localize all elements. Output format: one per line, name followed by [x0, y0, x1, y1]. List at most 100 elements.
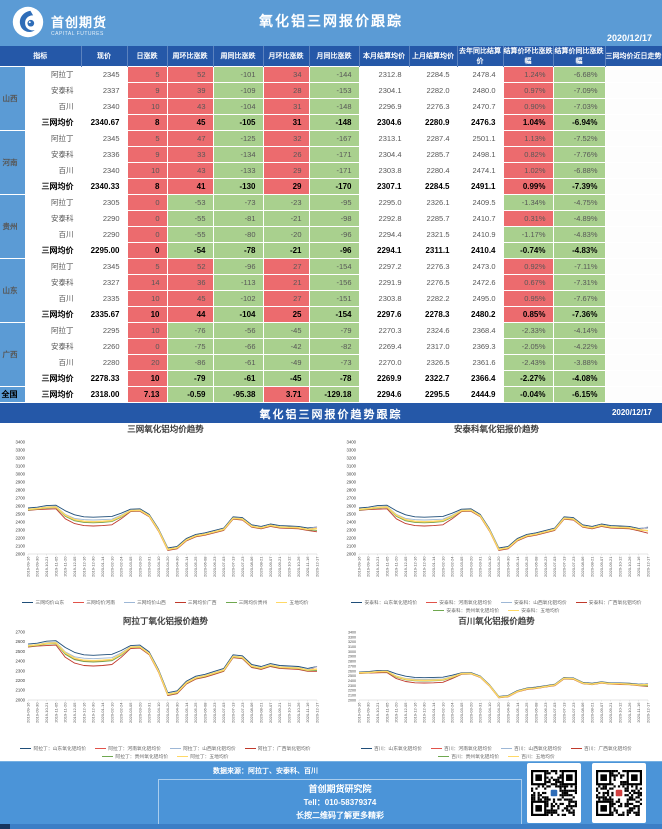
svg-text:2020-06-23: 2020-06-23: [212, 556, 217, 577]
svg-text:2020-01-14: 2020-01-14: [100, 556, 105, 577]
column-header: 日涨跌: [127, 46, 168, 67]
value-cell: 2409.5: [457, 194, 504, 211]
value-cell: 0.85%: [503, 306, 554, 323]
bottom-corner: [0, 824, 10, 829]
legend-label: 安泰科：山东氧化铝均价: [364, 601, 418, 606]
indicator-name: 百川: [25, 98, 82, 115]
value-cell: 2498.1: [457, 146, 504, 163]
chart-title: 安泰科氧化铝报价趋势: [453, 424, 539, 434]
column-header: 指标: [0, 46, 82, 67]
value-cell: 2327: [81, 274, 128, 291]
value-cell: 2294.1: [359, 242, 410, 259]
svg-text:2019-11-05: 2019-11-05: [53, 702, 58, 723]
value-cell: -78: [309, 370, 360, 387]
sparkline-cell: [605, 194, 662, 211]
value-cell: -6.68%: [553, 66, 606, 83]
legend-item: 阿拉丁：贵州氧化铝均价: [102, 753, 168, 760]
legend-line-swatch: [177, 755, 189, 758]
legend-line-swatch: [95, 747, 107, 750]
svg-text:2020-09-21: 2020-09-21: [277, 702, 282, 723]
legend-line-swatch: [575, 601, 587, 604]
svg-text:2400: 2400: [348, 679, 356, 683]
svg-text:2020-02-10: 2020-02-10: [109, 556, 114, 577]
svg-text:3300: 3300: [15, 447, 25, 452]
svg-text:2020-03-05: 2020-03-05: [128, 556, 133, 577]
value-cell: 27: [263, 290, 310, 307]
svg-text:2019-12-05: 2019-12-05: [403, 556, 408, 577]
value-cell: 2305: [81, 194, 128, 211]
legend-item: 阿拉丁：山东氧化铝均价: [20, 745, 86, 752]
svg-text:2019-12-16: 2019-12-16: [81, 556, 86, 577]
value-cell: 2326.5: [409, 354, 458, 371]
value-cell: -96: [213, 258, 264, 275]
value-cell: -154: [309, 258, 360, 275]
indicator-name: 百川: [25, 226, 82, 243]
legend-label: 阿拉丁：山东氧化铝均价: [33, 747, 87, 752]
svg-text:2020-03-05: 2020-03-05: [459, 556, 464, 577]
institute-name: 首创期货研究院: [308, 784, 372, 794]
sparkline-cell: [605, 242, 662, 259]
svg-text:2020-09-07: 2020-09-07: [599, 556, 604, 577]
svg-text:3100: 3100: [346, 463, 356, 468]
value-cell: 2470.7: [457, 98, 504, 115]
value-cell: -2.43%: [503, 354, 554, 371]
legend-item: 五地均价: [276, 599, 309, 606]
indicator-name: 百川: [25, 162, 82, 179]
svg-text:2020-11-16: 2020-11-16: [305, 556, 310, 577]
svg-text:3200: 3200: [15, 455, 25, 460]
sparkline-cell: [605, 386, 662, 403]
legend-line-swatch: [438, 755, 450, 758]
value-cell: -76: [167, 322, 214, 339]
logo-subtitle: CAPITAL FUTURES: [51, 31, 104, 37]
value-cell: 2410.4: [457, 242, 504, 259]
svg-text:2020-09-07: 2020-09-07: [268, 702, 273, 723]
svg-text:2020-05-14: 2020-05-14: [184, 556, 189, 577]
svg-text:2019-11-20: 2019-11-20: [394, 702, 399, 723]
svg-text:2200: 2200: [348, 689, 356, 693]
svg-text:2020-05-25: 2020-05-25: [193, 702, 198, 723]
value-cell: 31: [263, 114, 310, 131]
svg-text:2100: 2100: [15, 688, 25, 693]
indicator-name: 三网均价: [25, 178, 82, 195]
value-cell: -56: [213, 322, 264, 339]
table-row: 百川 2340 10 43 -133 29 -171 2303.8 2280.4 2474.1 1.…: [0, 162, 662, 179]
legend-line-swatch: [276, 601, 288, 604]
value-cell: -4.22%: [553, 338, 606, 355]
value-cell: -148: [309, 114, 360, 131]
value-cell: -61: [213, 370, 264, 387]
svg-text:2020-12-17: 2020-12-17: [645, 556, 650, 577]
svg-text:2020-07-23: 2020-07-23: [240, 702, 245, 723]
chart-legend: 百川：山东氧化铝均价 百川：河南氧化铝均价 百川：山西氧化铝均价 百川：广西氧化铝均价…: [331, 745, 662, 760]
value-cell: 2304.4: [359, 146, 410, 163]
value-cell: 2269.4: [359, 338, 410, 355]
svg-text:2019-12-30: 2019-12-30: [91, 556, 96, 577]
value-cell: 2335: [81, 290, 128, 307]
svg-text:2500: 2500: [348, 674, 356, 678]
svg-text:2400: 2400: [346, 519, 356, 524]
column-header: 本月结算均价: [359, 46, 410, 67]
legend-label: 阿拉丁：五地均价: [190, 755, 229, 760]
svg-text:2000: 2000: [348, 698, 356, 702]
svg-text:2020-05-25: 2020-05-25: [193, 556, 198, 577]
value-cell: 2295.5: [409, 386, 458, 403]
svg-text:2020-08-06: 2020-08-06: [580, 702, 585, 723]
value-cell: 2317.0: [409, 338, 458, 355]
value-cell: -4.75%: [553, 194, 606, 211]
legend-item: 百川：山东氧化铝均价: [361, 745, 422, 752]
legend-label: 三网均价山西: [137, 601, 166, 606]
svg-text:2020-03-20: 2020-03-20: [468, 556, 473, 577]
value-cell: 2269.9: [359, 370, 410, 387]
indicator-name: 阿拉丁: [25, 66, 82, 83]
value-cell: 10: [127, 290, 168, 307]
svg-text:2600: 2600: [15, 639, 25, 644]
value-cell: 8: [127, 114, 168, 131]
chart-antaike: 安泰科氧化铝报价趋势 2000 2100 2200 2300 2400 2500 2600 2…: [331, 423, 662, 615]
table-row: 三网均价 2278.33 10 -79 -61 -45 -78 2269.9 2322.7 236…: [0, 370, 662, 387]
svg-text:2700: 2700: [348, 664, 356, 668]
trend-section-title: 氧化铝三网报价趋势跟踪: [259, 409, 403, 421]
svg-text:2020-02-24: 2020-02-24: [119, 702, 124, 723]
value-cell: 2294.4: [359, 226, 410, 243]
value-cell: -86: [167, 354, 214, 371]
value-cell: 47: [167, 130, 214, 147]
indicator-name: 百川: [25, 290, 82, 307]
